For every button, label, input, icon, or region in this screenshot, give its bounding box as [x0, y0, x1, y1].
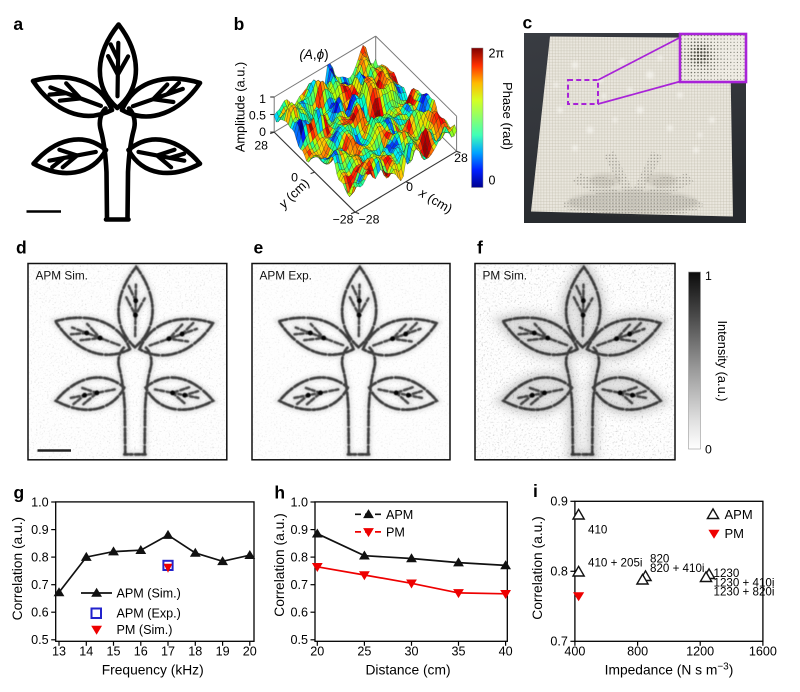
svg-text:0.8: 0.8 — [550, 565, 568, 579]
svg-text:0.9: 0.9 — [550, 495, 568, 509]
svg-text:0.7: 0.7 — [31, 578, 49, 592]
svg-text:Distance (cm): Distance (cm) — [365, 662, 450, 677]
svg-text:APM Exp.: APM Exp. — [260, 269, 312, 283]
svg-text:1600: 1600 — [749, 644, 777, 658]
svg-text:820: 820 — [650, 553, 669, 566]
svg-text:1: 1 — [259, 92, 266, 106]
svg-text:−28: −28 — [359, 213, 380, 227]
svg-text:0.8: 0.8 — [290, 550, 308, 564]
svg-text:0.6: 0.6 — [31, 606, 49, 620]
svg-text:1200: 1200 — [686, 644, 714, 658]
svg-text:Intensity (a.u.): Intensity (a.u.) — [715, 320, 730, 401]
svg-text:800: 800 — [627, 644, 648, 658]
svg-text:1.0: 1.0 — [290, 495, 308, 509]
svg-text:13: 13 — [52, 644, 66, 658]
svg-text:1230: 1230 — [714, 567, 740, 580]
svg-text:f: f — [477, 238, 483, 258]
svg-text:0: 0 — [291, 171, 298, 185]
svg-text:28: 28 — [454, 151, 468, 165]
svg-text:20: 20 — [243, 644, 257, 658]
svg-text:0: 0 — [705, 443, 712, 457]
svg-text:0.9: 0.9 — [290, 523, 308, 537]
svg-text:g: g — [14, 483, 25, 503]
svg-text:2π: 2π — [489, 47, 505, 61]
svg-text:25: 25 — [357, 644, 371, 658]
svg-text:35: 35 — [451, 644, 465, 658]
svg-text:e: e — [254, 238, 264, 258]
svg-text:Phase (rad): Phase (rad) — [500, 82, 515, 150]
svg-text:19: 19 — [216, 644, 230, 658]
svg-text:0: 0 — [489, 174, 496, 188]
svg-text:i: i — [533, 481, 538, 501]
svg-text:0.9: 0.9 — [31, 523, 49, 537]
svg-text:1230 + 410i: 1230 + 410i — [714, 577, 775, 590]
svg-text:410: 410 — [588, 524, 607, 537]
svg-text:−28: −28 — [333, 213, 354, 227]
svg-text:(A,ϕ): (A,ϕ) — [299, 47, 328, 62]
svg-text:h: h — [274, 483, 285, 503]
svg-text:Correlation (a.u.): Correlation (a.u.) — [530, 516, 545, 620]
svg-text:Correlation (a.u.): Correlation (a.u.) — [10, 517, 25, 621]
svg-text:PM Sim.: PM Sim. — [483, 269, 528, 283]
svg-text:APM (Sim.): APM (Sim.) — [117, 587, 181, 601]
svg-text:c: c — [523, 13, 533, 33]
svg-text:a: a — [13, 14, 23, 34]
svg-text:820 + 410i: 820 + 410i — [650, 562, 704, 575]
svg-text:30: 30 — [404, 644, 418, 658]
svg-text:40: 40 — [499, 644, 513, 658]
svg-text:1230 + 820i: 1230 + 820i — [714, 586, 775, 599]
svg-text:PM (Sim.): PM (Sim.) — [117, 623, 173, 637]
svg-text:PM: PM — [386, 525, 405, 539]
svg-text:0: 0 — [406, 180, 413, 194]
svg-text:14: 14 — [79, 644, 93, 658]
svg-text:0.5: 0.5 — [31, 633, 49, 647]
svg-text:Frequency (kHz): Frequency (kHz) — [102, 662, 204, 677]
svg-text:APM (Exp.): APM (Exp.) — [117, 607, 181, 621]
svg-text:PM: PM — [725, 526, 745, 541]
svg-text:410 + 205i: 410 + 205i — [588, 557, 642, 570]
svg-text:17: 17 — [161, 644, 175, 658]
svg-text:15: 15 — [106, 644, 120, 658]
svg-text:16: 16 — [134, 644, 148, 658]
svg-text:d: d — [16, 238, 27, 258]
svg-text:28: 28 — [254, 139, 268, 153]
svg-text:1: 1 — [705, 269, 712, 283]
svg-text:0.7: 0.7 — [550, 635, 568, 649]
svg-text:Amplitude (a.u.): Amplitude (a.u.) — [233, 62, 248, 152]
svg-text:18: 18 — [188, 644, 202, 658]
svg-text:b: b — [234, 14, 245, 34]
svg-text:Correlation (a.u.): Correlation (a.u.) — [272, 513, 287, 617]
svg-text:400: 400 — [564, 644, 585, 658]
svg-text:APM: APM — [386, 508, 413, 522]
svg-text:0.8: 0.8 — [31, 550, 49, 564]
svg-text:0.7: 0.7 — [290, 578, 308, 592]
svg-text:Impedance (N s m−3): Impedance (N s m−3) — [605, 661, 734, 677]
svg-text:0.6: 0.6 — [290, 606, 308, 620]
svg-text:20: 20 — [310, 644, 324, 658]
svg-text:APM: APM — [725, 507, 753, 522]
svg-text:1.0: 1.0 — [31, 495, 49, 509]
svg-text:0.5: 0.5 — [249, 109, 266, 123]
svg-text:APM Sim.: APM Sim. — [36, 269, 88, 283]
svg-text:0: 0 — [259, 125, 266, 139]
svg-text:0.5: 0.5 — [290, 633, 308, 647]
